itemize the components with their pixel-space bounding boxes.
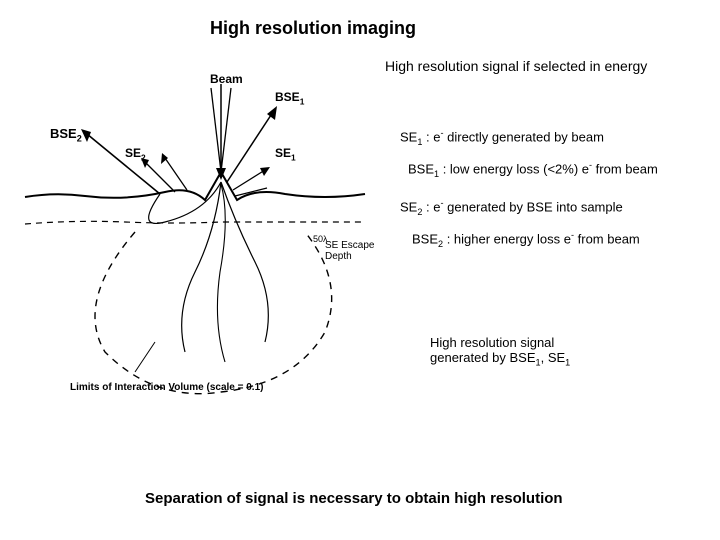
label-limits: Limits of Interaction Volume (scale = 0.… [70,382,263,393]
label-bse1: BSE1 [275,90,304,106]
def-bse2: BSE2 : higher energy loss e- from beam [412,230,640,249]
label-beam: Beam [210,72,243,86]
def-se1: SE1 : e- directly generated by beam [400,128,604,147]
def-bse1: BSE1 : low energy loss (<2%) e- from bea… [408,160,658,179]
diagram-svg: 50λ [15,72,385,402]
subtitle: High resolution signal if selected in en… [385,58,647,74]
bottom-note: Separation of signal is necessary to obt… [145,490,563,507]
hires-note: High resolution signal generated by BSE1… [430,335,570,368]
page-title: High resolution imaging [210,18,416,39]
label-se-escape: SE Escape Depth [325,240,374,262]
label-se1: SE1 [275,146,296,162]
interaction-volume-diagram: 50λ Beam BSE1 BSE2 SE2 SE1 SE Escape Dep… [15,72,385,402]
label-se-escape-l2: Depth [325,251,374,262]
label-se2: SE2 [125,146,146,162]
def-se2: SE2 : e- generated by BSE into sample [400,198,623,217]
label-bse2: BSE2 [50,126,82,144]
hires-line2: generated by BSE1, SE1 [430,350,570,368]
label-se-escape-l1: SE Escape [325,240,374,251]
hires-line1: High resolution signal [430,335,570,350]
